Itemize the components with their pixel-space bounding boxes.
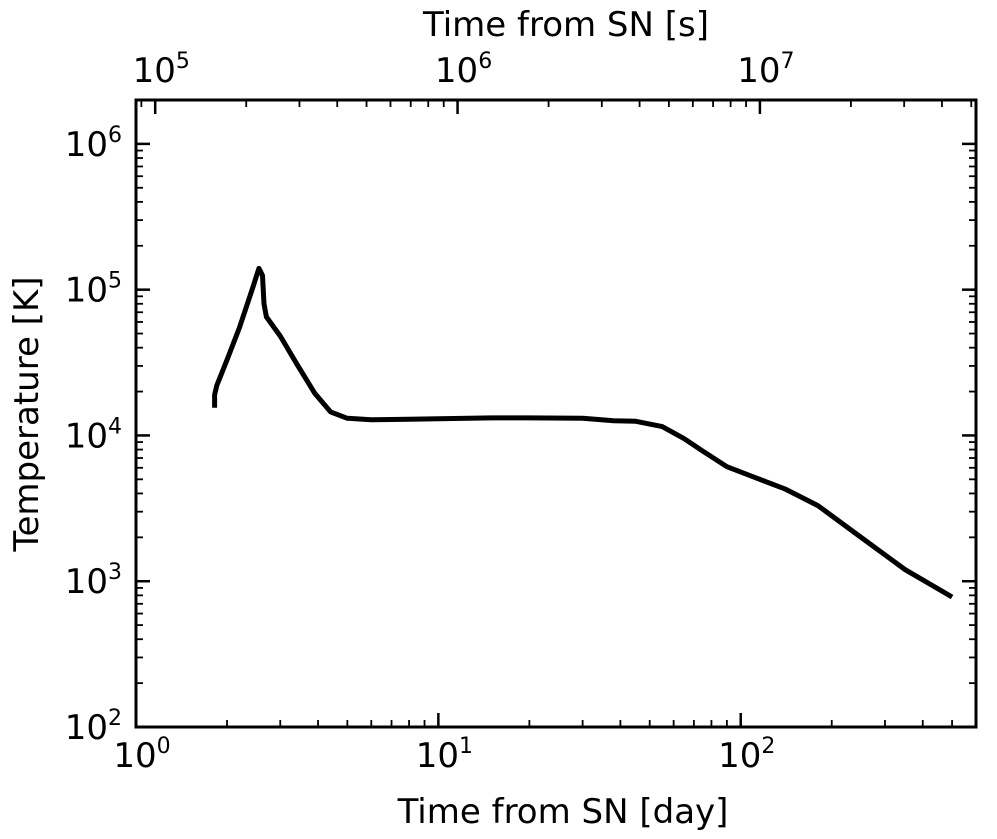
plot-frame xyxy=(134,98,978,729)
x2-tick-label: 105 xyxy=(133,49,190,91)
x2-axis-label: Time from SN [s] xyxy=(422,5,709,45)
series-layer xyxy=(212,265,954,600)
series-line-0 xyxy=(212,265,954,600)
y-tick-label: 105 xyxy=(65,269,122,311)
x2-tick-label: 107 xyxy=(737,49,794,91)
x-tick-label: 100 xyxy=(113,734,170,776)
y-tick-label: 104 xyxy=(65,414,122,456)
y-axis-label: Temperature [K] xyxy=(7,276,47,552)
x-tick-label: 102 xyxy=(718,734,775,776)
x-axis-label: Time from SN [day] xyxy=(397,792,729,832)
ticks-layer xyxy=(134,99,977,729)
labels-layer: 100 101 102 105 106 107 102 103 104 105 106 xyxy=(65,49,795,776)
y-tick-label: 102 xyxy=(65,706,122,748)
x2-tick-label: 106 xyxy=(435,49,492,91)
y-tick-label: 106 xyxy=(65,123,122,165)
y-tick-label: 103 xyxy=(65,560,122,602)
x-tick-label: 101 xyxy=(416,734,473,776)
